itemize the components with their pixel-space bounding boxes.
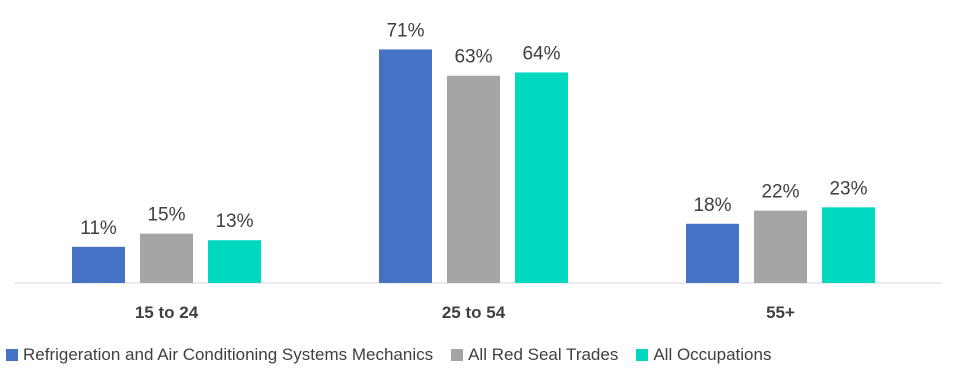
legend-swatch-1: [451, 349, 464, 361]
bar-1-1: [447, 75, 500, 283]
legend-item-0: Refrigeration and Air Conditioning Syste…: [6, 345, 433, 365]
value-label-1-1: 63%: [454, 47, 492, 68]
legend-label-0: Refrigeration and Air Conditioning Syste…: [23, 345, 434, 364]
value-label-2-2: 23%: [829, 178, 867, 199]
legend-label-1: All Red Seal Trades: [468, 345, 619, 364]
value-label-0-1: 15%: [147, 205, 185, 226]
category-labels-group: 15 to 24 25 to 54 55+: [135, 303, 795, 322]
bar-2-1: [754, 210, 807, 283]
bar-0-1: [140, 233, 193, 283]
category-label-1: 25 to 54: [442, 303, 506, 322]
value-label-2-0: 18%: [693, 195, 731, 216]
legend-label-2: All Occupations: [653, 345, 772, 364]
bar-2-0: [686, 223, 739, 283]
value-label-1-2: 64%: [522, 43, 560, 64]
legend-swatch-2: [636, 349, 649, 361]
value-label-0-0: 11%: [80, 218, 117, 239]
value-label-0-2: 13%: [215, 211, 253, 232]
bar-2-2: [822, 207, 875, 283]
value-label-1-0: 71%: [386, 20, 424, 41]
bar-1-0: [379, 49, 432, 283]
legend-swatch-0: [6, 349, 18, 361]
legend-item-1: All Red Seal Trades: [451, 345, 618, 365]
category-label-2: 55+: [766, 303, 795, 322]
bar-0-0: [72, 246, 125, 283]
legend: Refrigeration and Air Conditioning Syste…: [6, 342, 956, 368]
value-labels-group: 11% 15% 13% 71% 63% 64% 18% 22% 23%: [80, 20, 867, 238]
category-label-0: 15 to 24: [135, 303, 199, 322]
bars-group: [72, 49, 875, 283]
value-label-2-1: 22%: [761, 182, 799, 203]
bar-1-2: [515, 72, 568, 283]
legend-item-2: All Occupations: [636, 345, 771, 365]
bar-0-2: [208, 240, 261, 283]
